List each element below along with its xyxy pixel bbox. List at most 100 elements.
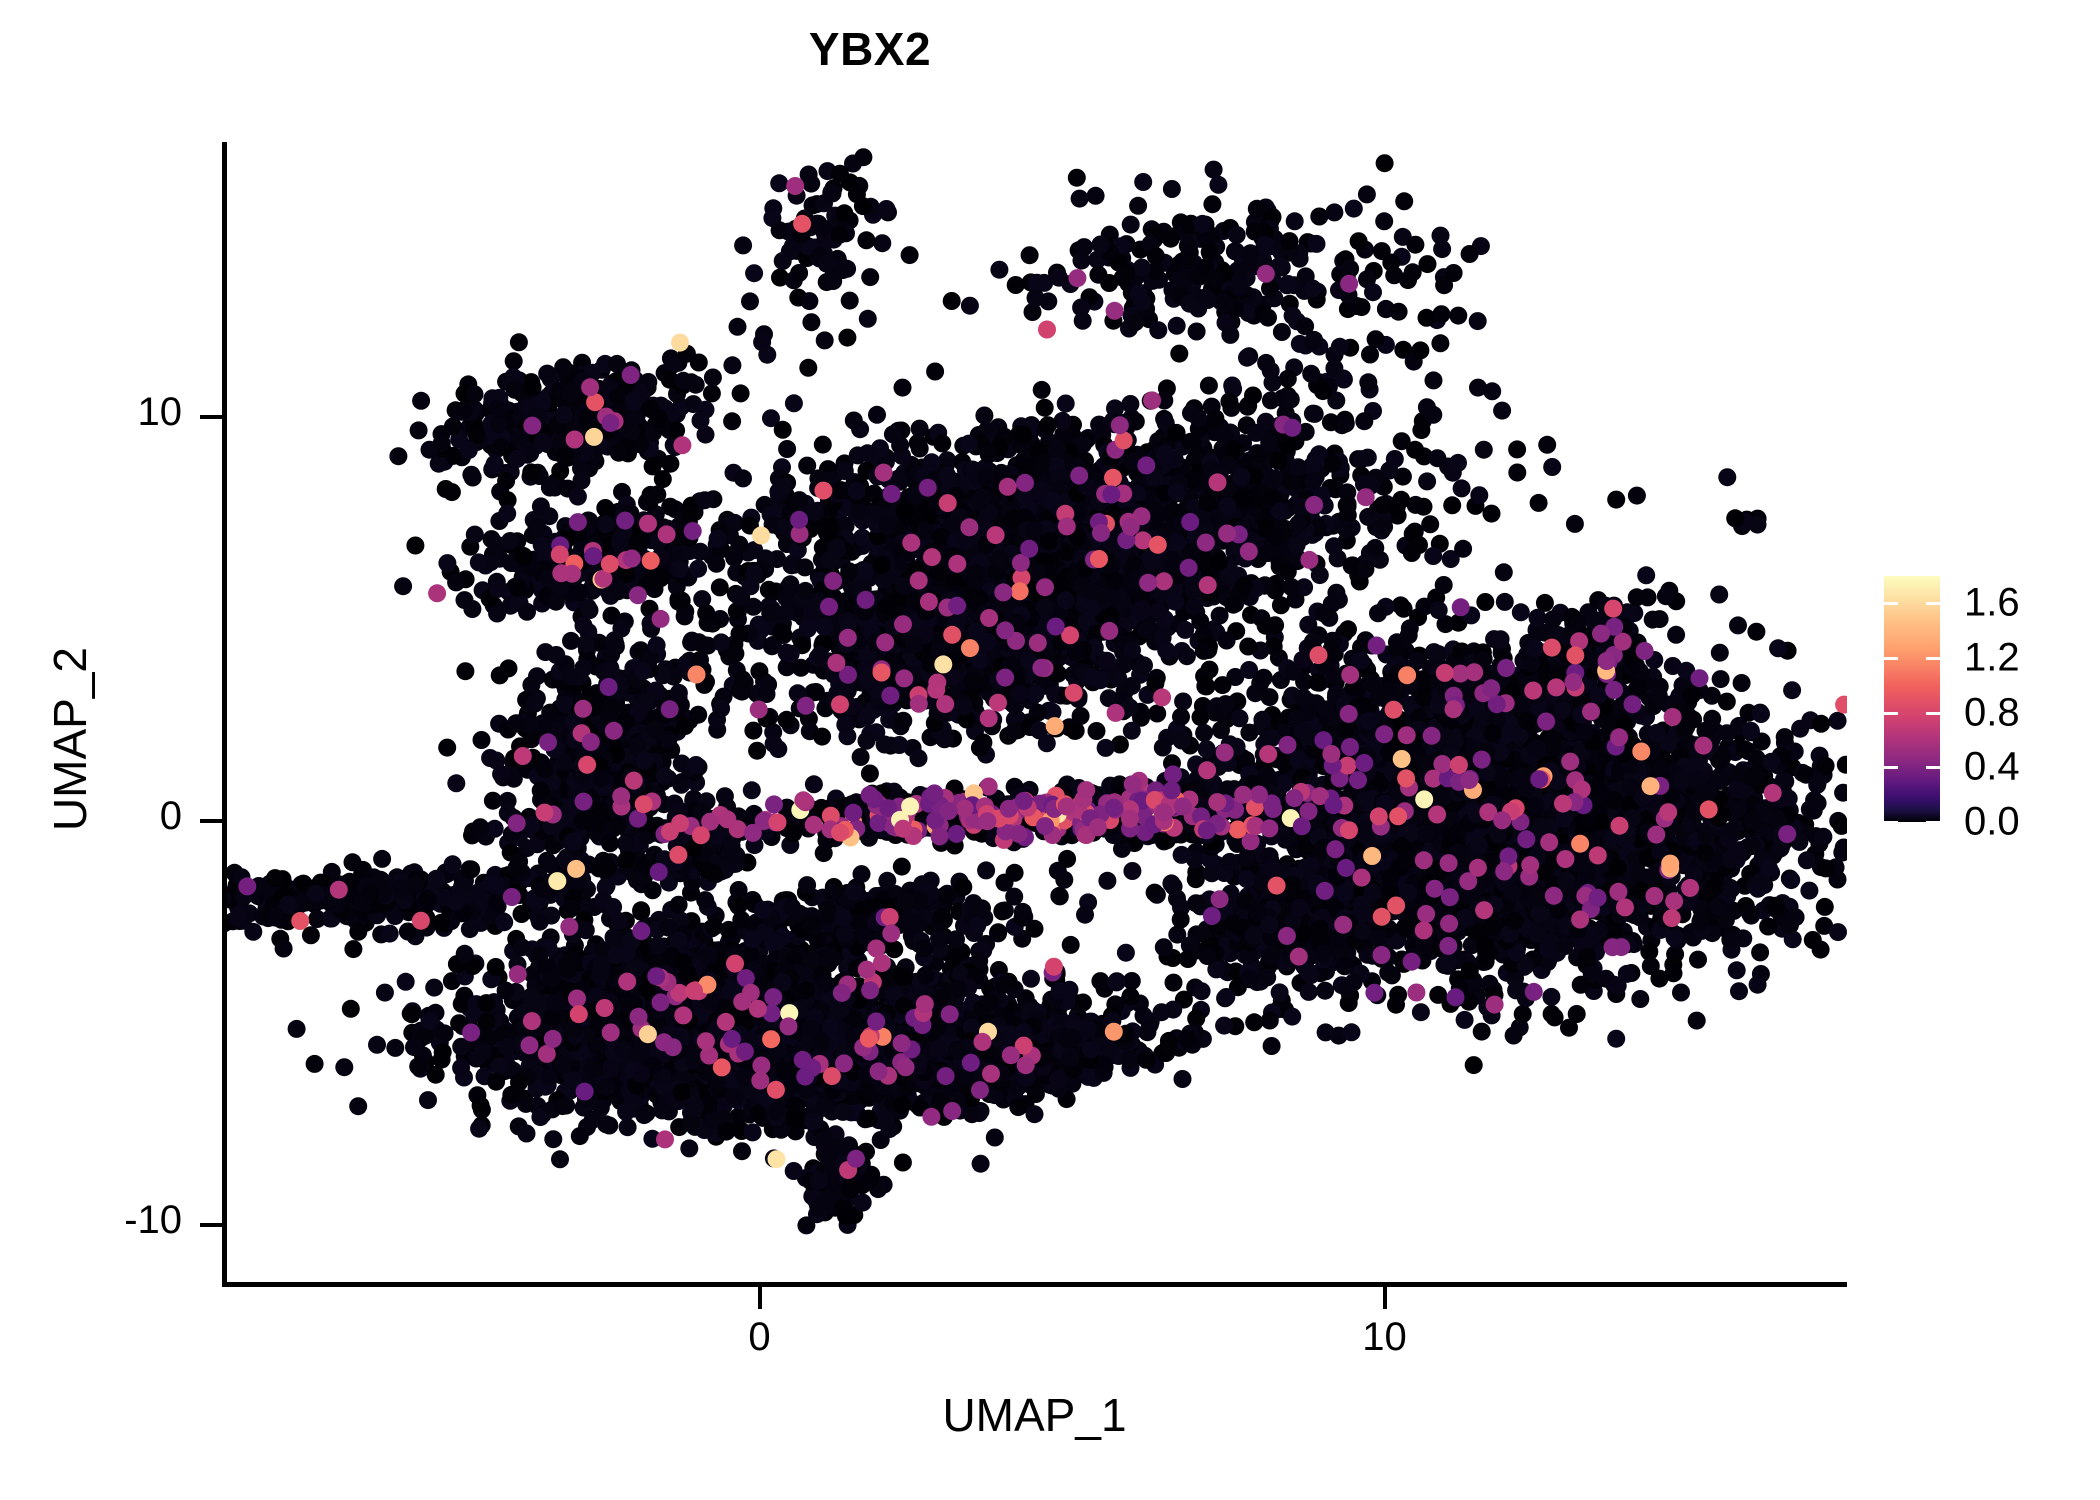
scatter-point — [597, 515, 616, 534]
scatter-point — [773, 252, 792, 270]
scatter-point — [1049, 268, 1068, 287]
scatter-point — [1209, 175, 1228, 194]
scatter-point — [455, 591, 474, 610]
scatter-point — [875, 735, 894, 754]
scatter-point — [1366, 538, 1385, 557]
scatter-point — [1392, 432, 1411, 451]
scatter-point — [1067, 168, 1086, 187]
scatter-point — [877, 597, 896, 616]
scatter-point — [1198, 493, 1217, 512]
scatter-point — [840, 562, 859, 581]
scatter-point — [1072, 251, 1091, 270]
scatter-point — [857, 707, 876, 726]
scatter-point — [773, 420, 792, 439]
scatter-point — [540, 478, 559, 497]
scatter-point — [1261, 279, 1279, 298]
scatter-point — [1217, 631, 1236, 650]
scatter-point — [1482, 504, 1501, 523]
scatter-point — [1257, 353, 1276, 372]
scatter-point — [1815, 897, 1834, 916]
scatter-point — [762, 409, 780, 428]
scatter-point — [695, 491, 714, 510]
scatter-point — [1215, 295, 1234, 314]
scatter-point — [815, 617, 834, 636]
scatter-point — [1800, 881, 1819, 900]
scatter-point — [522, 463, 541, 482]
scatter-point — [967, 622, 986, 641]
scatter-point — [1234, 576, 1253, 595]
scatter-point — [1026, 288, 1045, 307]
scatter-point — [1432, 305, 1451, 324]
scatter-point — [1718, 468, 1737, 487]
scatter-point — [686, 375, 705, 394]
scatter-point — [770, 221, 789, 240]
scatter-point — [1023, 303, 1042, 321]
scatter-point — [1028, 273, 1046, 292]
scatter-point — [1455, 1010, 1474, 1029]
scatter-point — [799, 358, 818, 377]
scatter-point — [609, 387, 628, 406]
scatter-point — [1543, 458, 1562, 476]
scatter-point — [1270, 256, 1289, 275]
scatter-point — [806, 503, 825, 522]
scatter-point — [1373, 496, 1392, 515]
scatter-point — [511, 429, 530, 447]
scatter-point — [778, 440, 797, 458]
scatter-point — [1098, 651, 1116, 670]
scatter-point — [1189, 408, 1208, 427]
scatter-point — [429, 454, 448, 473]
scatter-point — [1245, 1013, 1264, 1032]
scatter-point — [406, 536, 425, 555]
scatter-point — [551, 462, 570, 480]
scatter-point — [1073, 311, 1092, 330]
scatter-point — [877, 200, 896, 218]
scatter-point — [1323, 454, 1342, 473]
scatter-point — [1411, 341, 1430, 360]
scatter-point — [1149, 602, 1168, 621]
scatter-point — [910, 419, 929, 438]
scatter-point — [1289, 515, 1308, 534]
scatter-point — [1089, 265, 1108, 284]
scatter-point — [1137, 620, 1156, 639]
scatter-point — [1030, 721, 1049, 740]
scatter-point — [1783, 681, 1802, 700]
scatter-point — [1105, 571, 1124, 590]
scatter-point — [963, 672, 982, 691]
scatter-point — [703, 368, 722, 387]
scatter-point — [905, 634, 924, 653]
scatter-point — [1325, 359, 1344, 378]
scatter-point — [1269, 452, 1288, 470]
scatter-point — [1266, 469, 1285, 488]
scatter-point — [1493, 401, 1512, 420]
scatter-point — [394, 577, 413, 596]
scatter-point — [1129, 196, 1148, 215]
scatter-point — [796, 581, 815, 600]
scatter-point — [1225, 440, 1244, 459]
scatter-point — [508, 449, 527, 468]
scatter-point — [1180, 215, 1199, 234]
scatter-point — [1271, 502, 1289, 521]
scatter-point — [975, 406, 994, 425]
scatter-point — [790, 264, 809, 282]
scatter-point — [1431, 226, 1450, 245]
scatter-point — [1170, 344, 1189, 363]
scatter-point — [1177, 647, 1196, 666]
scatter-point — [1285, 212, 1304, 231]
scatter-point — [691, 411, 710, 430]
scatter-point — [552, 433, 570, 452]
scatter-point — [710, 578, 729, 597]
scatter-point — [622, 422, 641, 441]
scatter-point — [1035, 598, 1054, 617]
scatter-point — [1435, 276, 1454, 295]
scatter-point — [1179, 250, 1198, 269]
scatter-point — [1162, 180, 1181, 198]
scatter-point — [509, 333, 528, 352]
scatter-point — [533, 433, 552, 451]
scatter-point — [1349, 232, 1368, 251]
scatter-point — [830, 254, 849, 273]
scatter-point — [960, 434, 978, 453]
scatter-point — [1200, 243, 1219, 262]
scatter-point — [1121, 395, 1140, 413]
scatter-point — [689, 559, 708, 578]
scatter-point — [1303, 279, 1322, 298]
